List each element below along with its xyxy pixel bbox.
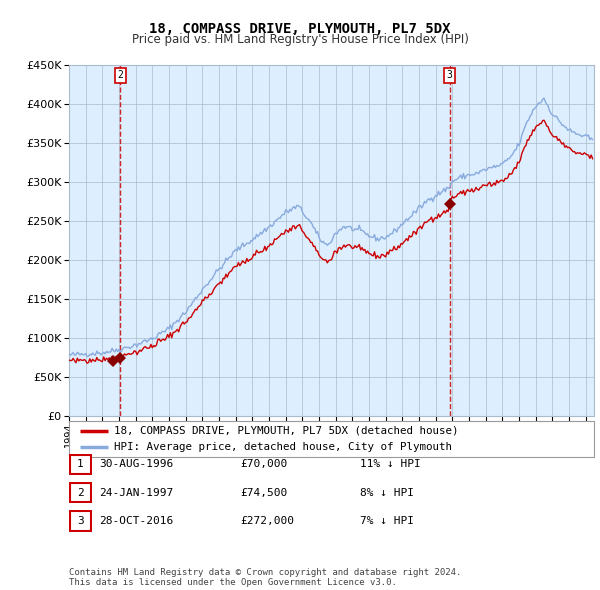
Text: 1: 1 [77, 460, 84, 469]
Text: 18, COMPASS DRIVE, PLYMOUTH, PL7 5DX (detached house): 18, COMPASS DRIVE, PLYMOUTH, PL7 5DX (de… [113, 425, 458, 435]
Text: 7% ↓ HPI: 7% ↓ HPI [360, 516, 414, 526]
Text: 18, COMPASS DRIVE, PLYMOUTH, PL7 5DX: 18, COMPASS DRIVE, PLYMOUTH, PL7 5DX [149, 22, 451, 36]
Text: £272,000: £272,000 [240, 516, 294, 526]
Text: 24-JAN-1997: 24-JAN-1997 [99, 488, 173, 497]
Text: 3: 3 [446, 70, 452, 80]
Text: 28-OCT-2016: 28-OCT-2016 [99, 516, 173, 526]
Text: £70,000: £70,000 [240, 460, 287, 469]
Text: 2: 2 [77, 488, 84, 497]
Text: 30-AUG-1996: 30-AUG-1996 [99, 460, 173, 469]
Text: Contains HM Land Registry data © Crown copyright and database right 2024.
This d: Contains HM Land Registry data © Crown c… [69, 568, 461, 587]
Text: Price paid vs. HM Land Registry's House Price Index (HPI): Price paid vs. HM Land Registry's House … [131, 33, 469, 46]
Text: 2: 2 [117, 70, 123, 80]
Text: £74,500: £74,500 [240, 488, 287, 497]
Text: 8% ↓ HPI: 8% ↓ HPI [360, 488, 414, 497]
Text: 3: 3 [77, 516, 84, 526]
Text: HPI: Average price, detached house, City of Plymouth: HPI: Average price, detached house, City… [113, 442, 452, 453]
Text: 11% ↓ HPI: 11% ↓ HPI [360, 460, 421, 469]
